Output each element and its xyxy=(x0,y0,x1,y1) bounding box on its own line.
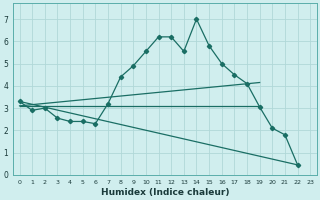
X-axis label: Humidex (Indice chaleur): Humidex (Indice chaleur) xyxy=(100,188,229,197)
